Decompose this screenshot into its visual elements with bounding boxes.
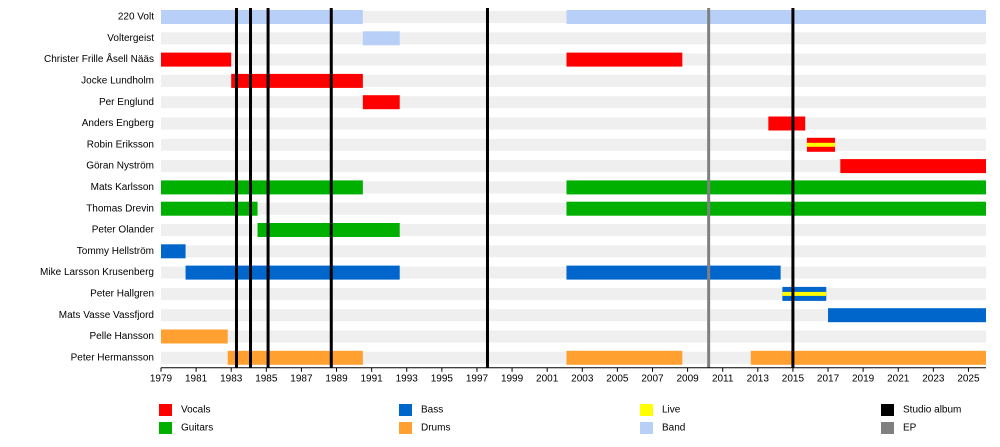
x-tick-label: 1999	[501, 373, 524, 384]
member-bar	[566, 265, 781, 280]
member-bar	[768, 116, 806, 131]
row-label: Peter Hallgren	[90, 289, 154, 300]
member-bar	[257, 223, 400, 237]
member-bar	[161, 180, 363, 195]
row-label: Anders Engberg	[82, 118, 154, 129]
x-tick-label: 2017	[817, 373, 840, 384]
row-label: Mats Vasse Vassfjord	[59, 310, 154, 321]
row-band	[161, 330, 986, 343]
legend-swatch	[399, 422, 412, 434]
row-label: Peter Hermansson	[71, 352, 154, 363]
legend-label: Live	[662, 405, 681, 416]
member-bar	[566, 52, 683, 67]
member-bar	[566, 201, 986, 216]
x-tick-label: 1979	[150, 373, 173, 384]
x-tick-label: 1983	[220, 373, 243, 384]
row-band	[161, 309, 986, 322]
live-bar	[806, 142, 836, 147]
x-tick-label: 2025	[957, 373, 980, 384]
x-tick-label: 2015	[782, 373, 805, 384]
x-tick-label: 2005	[606, 373, 629, 384]
x-tick-label: 2007	[641, 373, 664, 384]
row-label: Pelle Hansson	[90, 331, 154, 342]
legend-label: Drums	[421, 423, 450, 434]
legend-label: Guitars	[181, 423, 213, 434]
row-label: Christer Frille Åsell Nääs	[44, 52, 154, 65]
member-bar	[161, 52, 232, 67]
live-bar	[782, 291, 827, 296]
legend-label: Bass	[421, 405, 443, 416]
legend-swatch	[881, 404, 894, 416]
member-bar	[161, 329, 228, 344]
row-band	[161, 117, 986, 130]
row-band	[161, 74, 986, 87]
legend-swatch	[640, 404, 653, 416]
row-label: Voltergeist	[107, 33, 154, 44]
x-tick-label: 1989	[325, 373, 348, 384]
member-bar	[840, 159, 986, 174]
x-tick-label: 1993	[396, 373, 419, 384]
row-label: Jocke Lundholm	[81, 76, 154, 87]
member-bar	[161, 201, 258, 216]
legend-swatch	[159, 404, 172, 416]
row-label: Robin Eriksson	[87, 139, 154, 150]
row-label: 220 Volt	[118, 12, 154, 23]
x-tick-label: 2011	[712, 373, 734, 384]
x-tick-label: 1991	[361, 373, 384, 384]
member-bar	[566, 10, 986, 24]
x-tick-label: 1987	[290, 373, 313, 384]
row-band	[161, 32, 986, 45]
member-bar	[566, 180, 986, 195]
row-label: Mats Karlsson	[91, 182, 154, 193]
x-tick-label: 2001	[536, 373, 559, 384]
member-bar	[566, 350, 683, 365]
x-tick-label: 2023	[922, 373, 945, 384]
row-band	[161, 96, 986, 109]
x-tick-label: 1997	[466, 373, 489, 384]
row-label: Per Englund	[99, 97, 154, 108]
row-band	[161, 138, 986, 151]
member-bar	[362, 31, 400, 46]
row-band	[161, 160, 986, 173]
legend-label: EP	[903, 423, 917, 434]
x-tick-label: 2013	[747, 373, 770, 384]
x-tick-label: 2009	[676, 373, 699, 384]
member-bar	[227, 350, 363, 365]
row-label: Thomas Drevin	[86, 203, 154, 214]
legend-swatch	[640, 422, 653, 434]
x-tick-label: 1985	[255, 373, 278, 384]
member-bar	[828, 308, 986, 323]
row-label: Tommy Hellström	[77, 246, 154, 257]
row-label: Mike Larsson Krusenberg	[40, 267, 154, 278]
row-band	[161, 245, 986, 258]
member-bar	[185, 265, 400, 280]
row-label: Göran Nyström	[86, 161, 154, 172]
x-tick-label: 2019	[852, 373, 875, 384]
member-bar	[362, 95, 400, 110]
x-tick-label: 2021	[887, 373, 910, 384]
x-tick-label: 1981	[185, 373, 208, 384]
member-bar	[750, 350, 986, 365]
x-tick-label: 2003	[571, 373, 594, 384]
member-bar	[161, 244, 186, 259]
legend-swatch	[399, 404, 412, 416]
x-tick-label: 1995	[431, 373, 454, 384]
row-band	[161, 287, 986, 300]
legend-label: Band	[662, 423, 685, 434]
legend-swatch	[881, 422, 894, 434]
legend-label: Studio album	[903, 405, 961, 416]
legend-swatch	[159, 422, 172, 434]
legend-label: Vocals	[181, 405, 210, 416]
row-label: Peter Olander	[92, 225, 155, 236]
member-bar	[161, 10, 363, 24]
